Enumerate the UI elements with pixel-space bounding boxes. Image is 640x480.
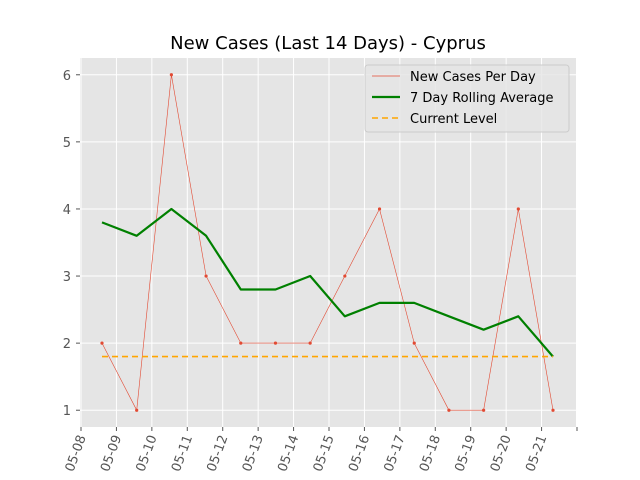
x-tick-label: 05-13 [240,433,267,474]
y-tick-label: 3 [63,270,71,285]
series-line-1 [101,207,554,358]
y-tick-label: 4 [63,203,71,218]
data-point [377,207,382,211]
data-point [343,274,347,278]
legend-label-rolling-average: 7 Day Rolling Average [410,91,553,106]
data-point [135,408,139,412]
data-point [169,73,173,77]
x-tick-label: 05-18 [417,433,444,474]
legend: New Cases Per Day 7 Day Rolling Average … [364,64,570,133]
data-point [551,408,555,412]
data-point [308,341,312,345]
x-tick-label: 05-08 [63,433,90,474]
data-point [204,274,208,278]
y-tick-label: 1 [63,404,71,419]
series-line-0 [101,74,554,411]
legend-label-current-level: Current Level [410,112,497,127]
data-point [239,341,243,345]
x-tick-label: 05-15 [311,433,338,474]
x-tick-label: 05-12 [204,433,231,474]
y-tick-label: 2 [63,337,71,352]
y-tick-label: 5 [63,136,71,151]
x-tick-label: 05-10 [134,433,161,474]
x-tick-label: 05-21 [523,433,550,474]
data-point [516,207,520,211]
data-point [273,341,278,345]
x-tick-label: 05-19 [452,433,479,474]
x-tick-label: 05-14 [275,433,302,474]
grid [80,58,578,427]
data-point [482,408,486,412]
data-point [100,341,104,345]
x-tick-label: 05-16 [346,433,373,474]
series-group [100,73,555,412]
legend-box [364,64,570,133]
x-tick-label: 05-09 [98,433,125,474]
chart-title: New Cases (Last 14 Days) - Cyprus [170,33,486,54]
x-tick-label: 05-17 [382,433,409,474]
data-point [412,341,416,345]
x-tick-label: 05-11 [169,433,196,474]
x-tick-label: 05-20 [488,433,515,474]
data-point [447,408,451,412]
legend-label-new-cases: New Cases Per Day [410,70,536,85]
y-tick-label: 6 [63,69,71,84]
